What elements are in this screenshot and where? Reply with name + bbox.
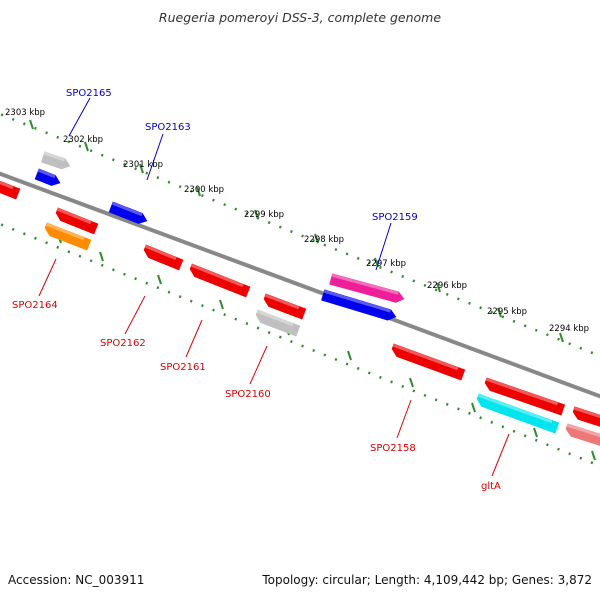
gene-label-leader [491,433,510,477]
gene-arrow[interactable] [475,393,560,434]
gene-label[interactable]: SPO2160 [225,389,271,400]
gene-label[interactable]: gltA [481,481,501,492]
gene-label[interactable]: SPO2159 [372,212,418,223]
tick-label: 2297 kbp [366,259,406,269]
tick-label: 2303 kbp [5,108,45,118]
gene-arrow[interactable] [329,273,406,305]
tick-label: 2299 kbp [244,210,284,220]
tick-label: 2301 kbp [123,160,163,170]
genome-backbone [0,171,600,399]
gene-arrow-shade [264,293,300,310]
gene-arrow[interactable] [321,289,397,323]
tick-mark [196,186,201,197]
gene-arrow-shade [573,406,600,420]
tick-mark [497,307,502,318]
gene-arrow-shade [256,309,294,327]
gene-arrow-shade [566,423,600,439]
gene-arrow[interactable] [571,406,600,430]
gene-arrow[interactable] [564,423,600,449]
gene-arrow[interactable] [54,207,99,235]
accession-label: Accession: NC_003911 [8,573,145,587]
tick-mark [139,163,144,174]
tick-mark [99,251,104,262]
gene-arrow-shade [190,263,244,288]
gene-label[interactable]: SPO2161 [160,362,206,373]
gene-arrow[interactable] [262,293,307,320]
tick-label: 2298 kbp [304,235,344,245]
gene-label-leader [124,295,146,335]
gene-label[interactable]: SPO2163 [145,122,191,133]
tick-mark [314,233,319,244]
gene-arrow[interactable] [40,151,71,171]
gene-arrow-shade [56,207,92,225]
tick-mark [219,299,224,310]
gene-arrow-shade [485,377,559,406]
gene-label[interactable]: SPO2165 [66,88,112,99]
topology-label: Topology: circular; Length: 4,109,442 bp… [262,573,592,587]
gene-label[interactable]: SPO2158 [370,443,416,454]
tick-mark [436,282,441,293]
gene-label-leader [375,222,392,271]
gene-arrow-shade [0,179,14,190]
gene-arrow-shade [45,222,85,241]
gene-arrow-shade [477,393,553,424]
tick-mark [559,332,564,343]
tick-mark [533,427,538,438]
tick-mark [84,141,89,152]
gene-arrow[interactable] [43,222,92,251]
tick-label: 2300 kbp [184,185,224,195]
tick-label: 2295 kbp [487,307,527,317]
gene-arrow-shade [323,289,391,313]
tick-label: 2294 kbp [549,324,589,334]
gene-arrow[interactable] [390,343,466,381]
gene-label-leader [68,97,91,137]
tick-label: 2302 kbp [63,135,103,145]
gene-arrow[interactable] [142,244,184,271]
gene-arrow[interactable] [188,263,251,298]
inner-tick-track [0,222,600,468]
tick-mark [471,402,476,413]
gene-arrow-shade [111,201,143,217]
gene-label[interactable]: SPO2164 [12,300,58,311]
gene-arrow-shade [144,244,177,261]
gene-arrow[interactable] [254,309,301,337]
tick-mark [254,209,259,220]
map-title: Ruegeria pomeroyi DSS-3, complete genome [158,10,442,25]
gene-label-leader [249,345,268,385]
tick-mark [157,274,162,285]
gene-arrow[interactable] [108,201,149,226]
tick-mark [29,119,34,130]
gene-arrow[interactable] [34,168,62,188]
gene-label-leader [146,133,164,181]
outer-tick-track [0,112,600,358]
tick-mark [409,377,414,388]
gene-arrow-shade [331,273,399,295]
gene-arrow[interactable] [0,179,21,200]
gene-label-leader [396,399,412,439]
gene-label[interactable]: SPO2162 [100,338,146,349]
gene-arrow-shade [392,343,459,371]
gene-arrow-shade [43,151,66,162]
tick-label: 2296 kbp [427,281,467,291]
gene-arrow[interactable] [483,377,566,416]
gene-label-leader [38,258,57,297]
tick-mark [591,450,596,461]
tick-mark [347,350,352,361]
gene-label-leader [185,319,203,358]
gene-arrow-shade [37,168,56,179]
